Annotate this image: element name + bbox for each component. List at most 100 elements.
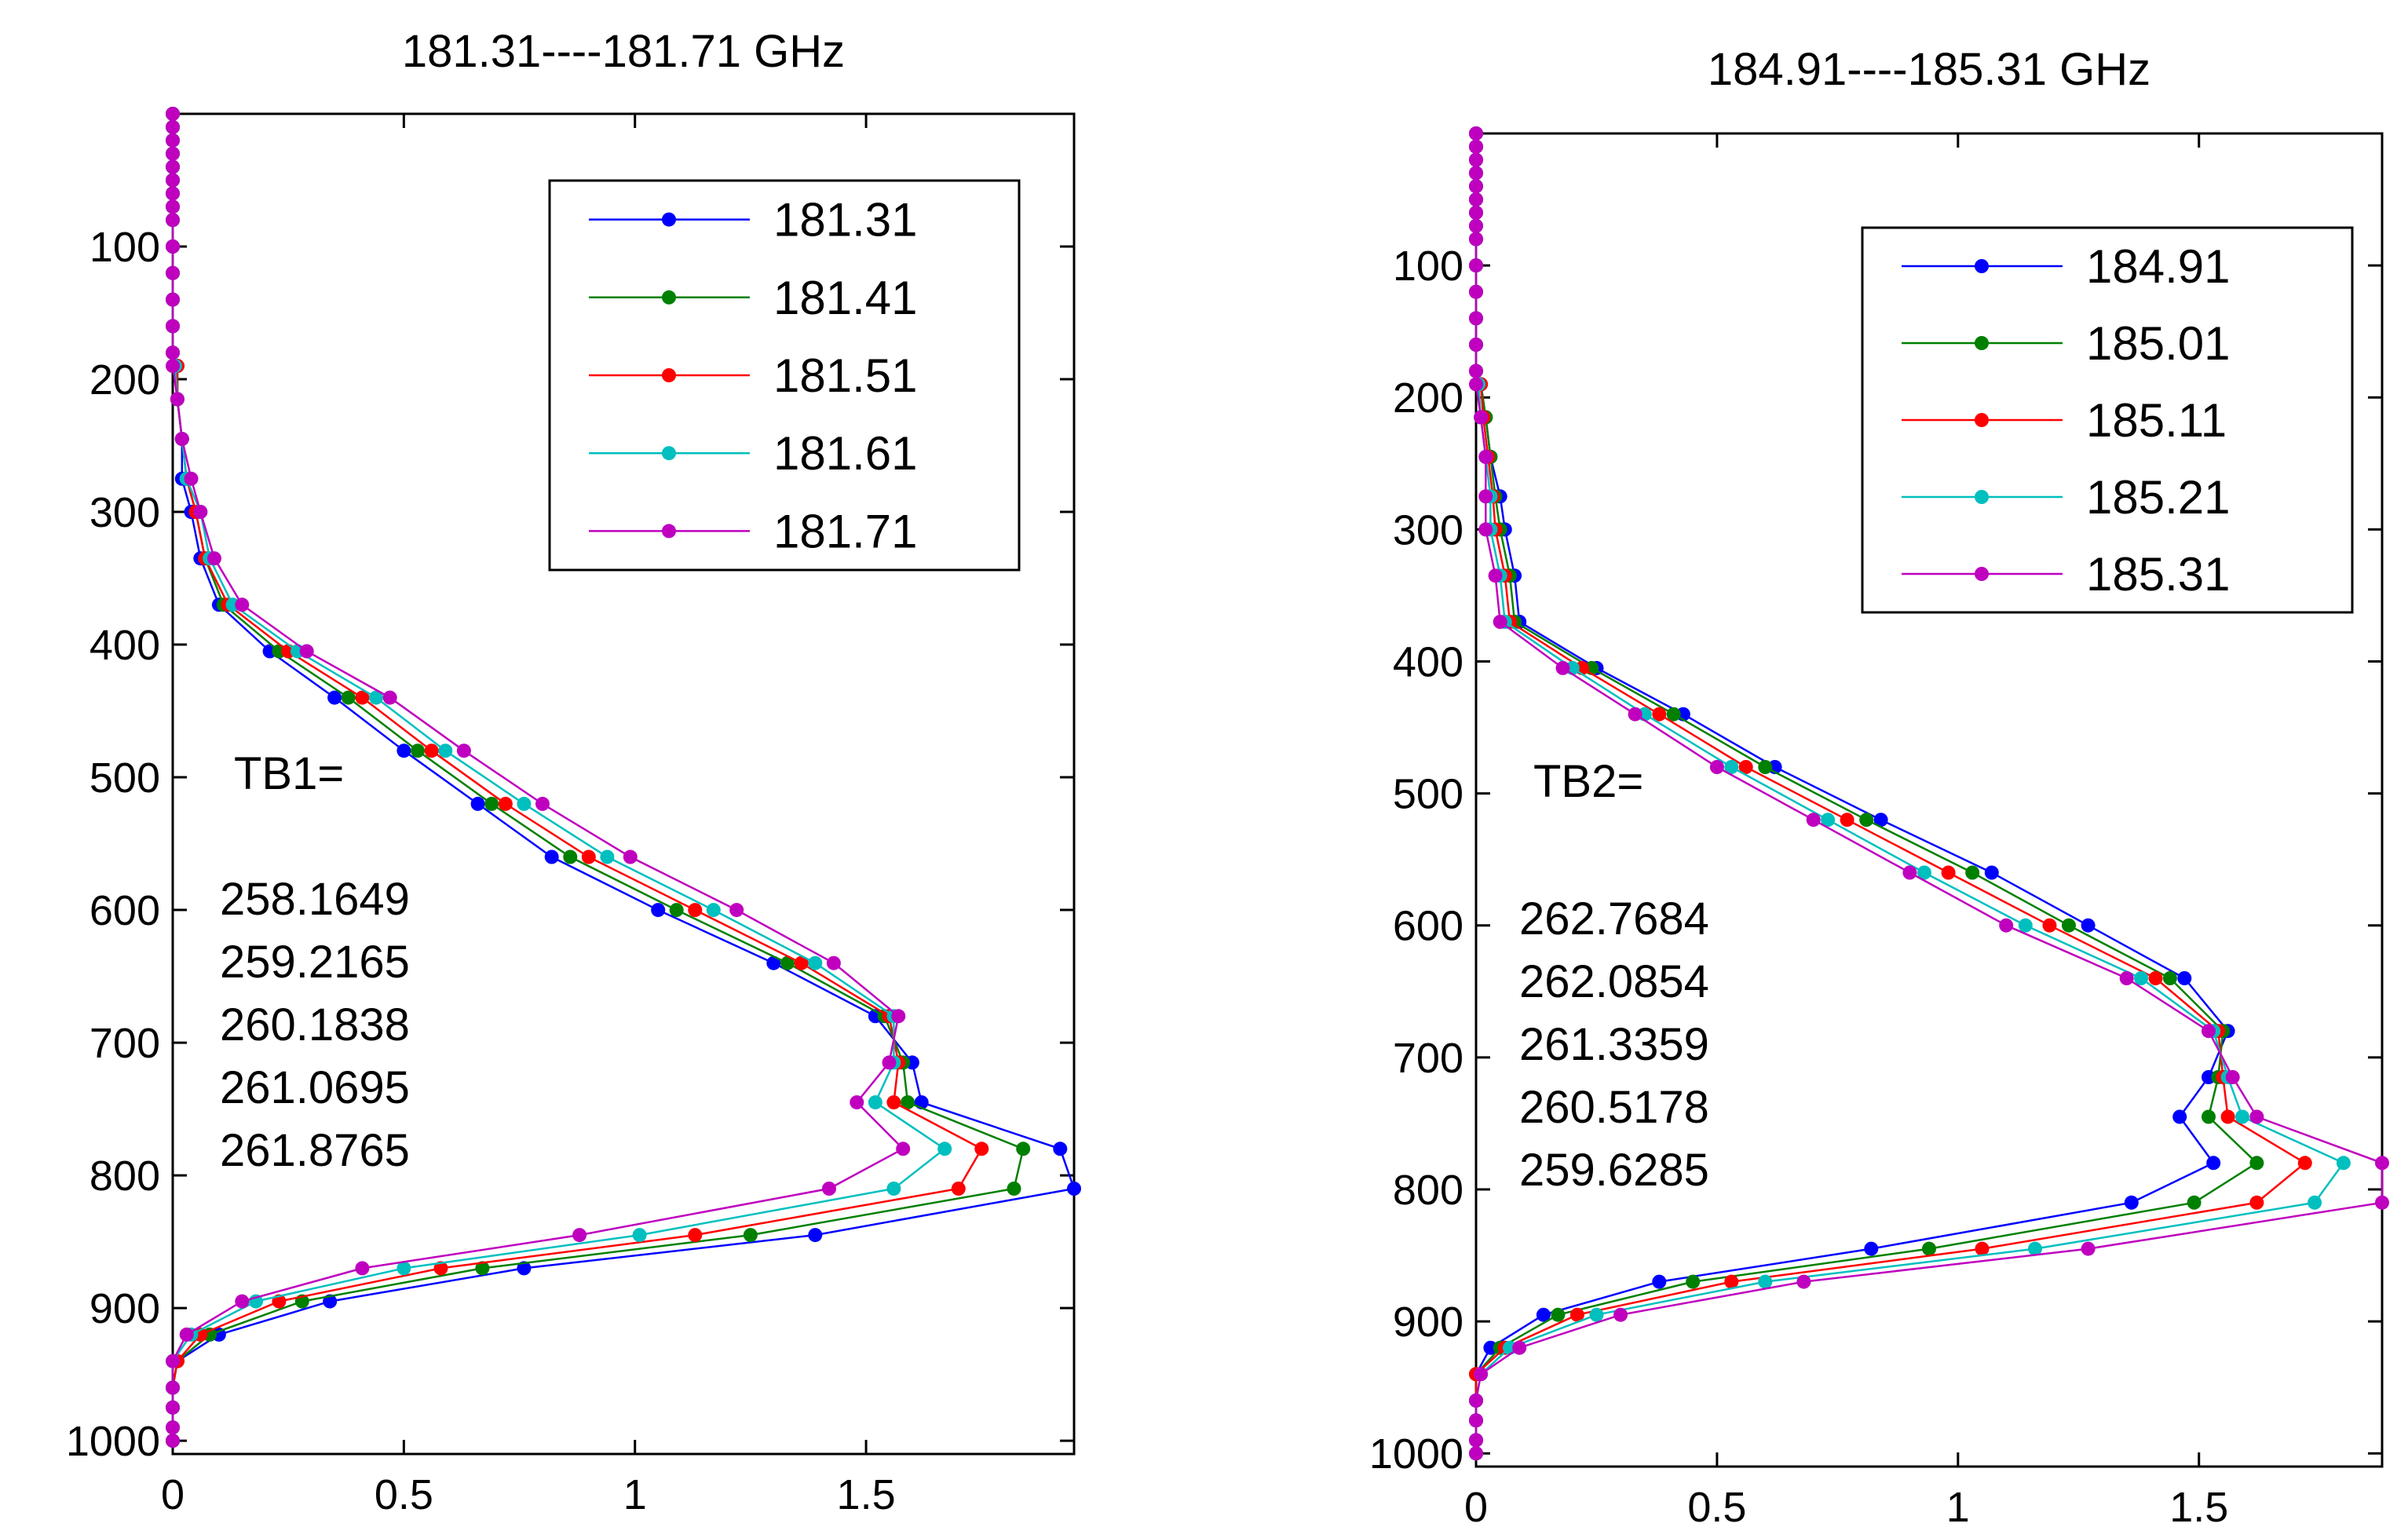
series-185.31 [1469,126,2389,1461]
chart-1: 181.31----181.71 GHz 100 200 300 400 500 600 70… [66,26,1081,1518]
data-point [1666,707,1681,722]
data-point [1469,126,1483,141]
legend-item: 181.51 [589,349,918,402]
chart-title: 184.91----185.31 GHz [1708,44,2150,95]
legend-marker [662,446,676,461]
data-point [166,107,180,121]
data-point [1469,284,1483,299]
data-point [1758,760,1773,774]
data-point [1709,760,1724,774]
y-tick-label: 600 [90,887,160,934]
data-point [1758,1274,1773,1289]
data-point [235,597,250,612]
legend-item: 181.31 [589,194,918,247]
data-point [808,1228,823,1243]
data-point [1488,568,1503,583]
data-point [184,471,199,486]
data-point [1652,707,1667,722]
data-point [166,186,180,201]
legend-item: 185.01 [1902,317,2231,370]
data-point [850,1095,864,1110]
data-point [766,955,781,970]
legend-marker [1975,336,1989,350]
data-point [1007,1182,1021,1196]
data-point [1478,449,1493,464]
y-tick-label: 900 [90,1285,160,1332]
data-point [1469,218,1483,233]
data-point [2249,1109,2264,1124]
data-point [166,159,180,174]
data-point [2124,1195,2139,1210]
data-point [166,119,180,134]
legend-marker [1975,490,1989,504]
axes-box [171,112,1076,1456]
data-point [2081,1241,2096,1256]
legend-label: 181.31 [773,194,918,247]
series-181.71 [166,107,911,1448]
data-point [2028,1241,2042,1256]
data-point [2202,1109,2216,1124]
data-point [1469,1433,1483,1448]
data-point [563,849,578,864]
data-point [2134,971,2149,985]
legend-marker [662,290,676,305]
data-point [1840,813,1854,827]
data-point [517,1261,532,1276]
legend-label: 185.01 [2086,317,2231,370]
data-point [2206,1156,2221,1171]
data-point [1478,522,1493,537]
legend-item: 181.41 [589,272,918,324]
data-point [868,1095,882,1110]
x-tick-label: 1.5 [837,1471,896,1518]
data-point [572,1228,587,1243]
data-point [1469,232,1483,247]
data-point [632,1228,647,1243]
data-point [2148,971,2163,985]
data-point [382,690,397,705]
data-point [2336,1156,2351,1171]
data-point [2177,971,2192,985]
data-point [1628,707,1642,722]
data-point [1469,192,1483,207]
legend-marker [662,368,676,382]
data-point [433,1261,448,1276]
data-point [669,903,684,918]
data-point [2172,1109,2187,1124]
data-point [396,1261,411,1276]
data-point [179,1327,194,1342]
data-point [166,1434,180,1448]
data-point [780,955,795,970]
data-point [581,849,596,864]
data-point [1469,205,1483,220]
data-point [1469,1446,1483,1461]
annotation-label: TB2= [1533,756,1643,807]
data-point [424,743,439,758]
data-point [1493,615,1507,629]
annotation-value: 259.6285 [1519,1145,1709,1196]
data-point [193,505,208,519]
data-point [411,743,425,758]
annotation-value: 259.2165 [220,937,410,988]
annotation-value: 261.0695 [220,1062,410,1113]
data-point [396,743,411,758]
data-point [1555,660,1570,675]
data-point [2235,1109,2249,1124]
data-point [896,1142,911,1156]
data-point [1469,1393,1483,1408]
data-point [1686,1274,1701,1289]
y-tick-label: 600 [1393,903,1463,950]
data-point [166,319,180,334]
data-point [1941,865,1956,880]
data-point [1469,258,1483,273]
data-point [1917,865,1931,880]
legend-item: 181.61 [589,427,918,480]
data-point [1053,1142,1068,1156]
data-point [327,690,342,705]
x-tick-label: 1 [623,1471,647,1518]
data-point [166,213,180,228]
y-tick-label: 400 [1393,638,1463,685]
legend-label: 181.41 [773,272,918,324]
data-point [1738,760,1753,774]
legend-label: 181.71 [773,505,918,557]
y-tick-label: 100 [1393,243,1463,290]
